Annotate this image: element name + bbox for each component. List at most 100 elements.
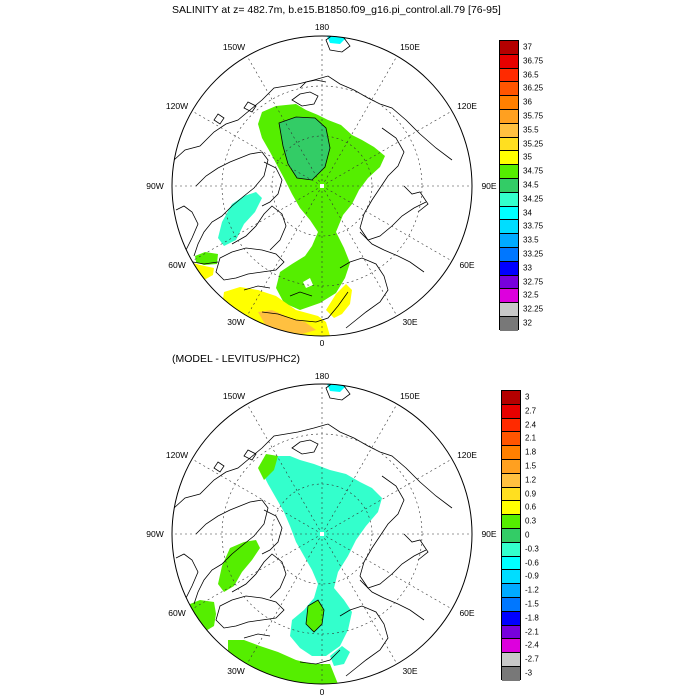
top-colorbar-swatch	[500, 234, 518, 248]
top-colorbar-swatch	[500, 220, 518, 235]
bottom-colorbar-label: 3	[525, 392, 530, 402]
top-lon-label-90w: 90W	[146, 181, 164, 191]
bottom-colorbar-label: 1.2	[525, 475, 537, 485]
top-colorbar-label: 36.75	[523, 56, 544, 66]
top-colorbar-label: 33.5	[523, 235, 539, 245]
difference-region-green-nw	[258, 454, 278, 480]
bottom-colorbar-label: -0.9	[525, 571, 539, 581]
bottom-colorbar-label: 0	[525, 530, 530, 540]
top-colorbar-label: 32.5	[523, 290, 539, 300]
top-lon-label-30w: 30W	[227, 317, 245, 327]
top-colorbar-label: 36	[523, 97, 532, 107]
bottom-lon-label-0: 0	[319, 687, 325, 697]
top-colorbar-label: 35.75	[523, 111, 544, 121]
top-colorbar-label: 34.75	[523, 166, 544, 176]
bottom-colorbar-swatch	[502, 528, 520, 543]
bottom-colorbar-swatch	[502, 597, 520, 612]
top-colorbar-swatch	[500, 54, 518, 69]
top-colorbar-label: 32	[523, 318, 532, 328]
salinity-region-yellow-east	[326, 284, 352, 318]
top-colorbar-swatch	[500, 123, 518, 138]
bottom-colorbar-label: 2.7	[525, 406, 537, 416]
bottom-colorbar-swatch	[502, 487, 520, 502]
bottom-colorbar-swatch	[502, 653, 520, 667]
difference-region-cyan-top	[327, 384, 346, 392]
bottom-lon-label-150e: 150E	[400, 391, 420, 401]
bottom-colorbar-swatch	[502, 446, 520, 460]
bottom-lon-label-60w: 60W	[168, 608, 186, 618]
bottom-colorbar-swatch	[502, 418, 520, 433]
difference-region-green-60w	[188, 600, 216, 632]
bottom-lon-label-120w: 120W	[165, 450, 189, 460]
bottom-colorbar-swatch	[502, 584, 520, 598]
bottom-colorbar-swatch	[502, 542, 520, 557]
salinity-region-cyan-top	[327, 36, 346, 44]
bottom-colorbar-label: -0.3	[525, 544, 539, 554]
bottom-lon-label-60e: 60E	[459, 608, 475, 618]
difference-region-green-west	[218, 540, 260, 592]
top-colorbar-label: 32.25	[523, 304, 544, 314]
top-colorbar-swatch	[500, 261, 518, 276]
top-colorbar-swatch	[500, 178, 518, 193]
top-colorbar-label: 33	[523, 263, 532, 273]
top-colorbar-swatch	[500, 137, 518, 152]
top-colorbar-swatch	[500, 96, 518, 110]
top-colorbar-label: 34.5	[523, 180, 539, 190]
bottom-lon-label-180: 180	[314, 371, 330, 381]
top-colorbar-label: 34	[523, 208, 532, 218]
bottom-colorbar-label: 0.6	[525, 502, 537, 512]
bottom-colorbar-label: 1.5	[525, 461, 537, 471]
bottom-colorbar-swatch	[502, 611, 520, 626]
top-lon-label-30e: 30E	[402, 317, 418, 327]
top-lon-label-150e: 150E	[400, 42, 420, 52]
top-colorbar-swatch	[500, 68, 518, 83]
top-colorbar-swatch	[500, 192, 518, 207]
bottom-colorbar-swatch	[502, 556, 520, 571]
top-panel-title: SALINITY at z= 482.7m, b.e15.B1850.f09_g…	[172, 4, 501, 16]
top-colorbar-swatch	[500, 109, 518, 124]
top-colorbar-label: 34.25	[523, 194, 544, 204]
bottom-panel-title: (MODEL - LEVITUS/PHC2)	[172, 353, 300, 365]
bottom-colorbar-label: 1.8	[525, 447, 537, 457]
bottom-lon-label-150w: 150W	[222, 391, 246, 401]
top-lon-label-120w: 120W	[165, 101, 189, 111]
top-colorbar-swatch	[500, 41, 518, 55]
top-colorbar-label: 33.75	[523, 221, 544, 231]
bottom-colorbar-swatch	[502, 666, 520, 681]
top-colorbar-label: 35.5	[523, 125, 539, 135]
top-colorbar-label: 32.75	[523, 277, 544, 287]
bottom-colorbar-label: -2.4	[525, 640, 539, 650]
bottom-colorbar-label: -1.5	[525, 599, 539, 609]
difference-region-green-mid	[306, 600, 324, 632]
top-colorbar-swatch	[500, 303, 518, 317]
top-colorbar-label: 36.25	[523, 83, 544, 93]
top-lon-label-180: 180	[314, 22, 330, 32]
bottom-colorbar-swatch	[502, 570, 520, 585]
top-colorbar-swatch	[500, 316, 518, 331]
bottom-colorbar-label: 2.1	[525, 433, 537, 443]
bottom-colorbar-swatch	[502, 404, 520, 419]
top-lon-label-150w: 150W	[222, 42, 246, 52]
bottom-colorbar-swatch	[502, 459, 520, 474]
top-colorbar-swatch	[500, 82, 518, 97]
top-colorbar-label: 35	[523, 152, 532, 162]
salinity-region-34-75	[279, 117, 330, 180]
top-colorbar	[499, 40, 519, 331]
top-colorbar-swatch	[500, 151, 518, 166]
top-lon-label-0: 0	[319, 338, 325, 348]
bottom-lon-label-120e: 120E	[457, 450, 477, 460]
top-colorbar-label: 37	[523, 42, 532, 52]
bottom-colorbar-label: -1.8	[525, 613, 539, 623]
top-lon-label-60e: 60E	[459, 260, 475, 270]
bottom-colorbar-swatch	[502, 473, 520, 488]
bottom-lon-label-90w: 90W	[146, 529, 164, 539]
bottom-colorbar-label: -1.2	[525, 585, 539, 595]
bottom-colorbar-swatch	[502, 391, 520, 405]
bottom-lon-label-90e: 90E	[481, 529, 497, 539]
top-colorbar-swatch	[500, 275, 518, 290]
top-colorbar-swatch	[500, 289, 518, 304]
top-lon-label-90e: 90E	[481, 181, 497, 191]
bottom-colorbar-label: 2.4	[525, 420, 537, 430]
